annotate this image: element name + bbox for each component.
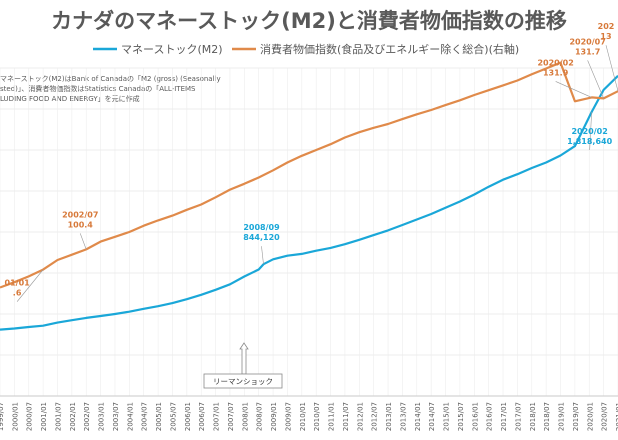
series-line-m2	[0, 75, 618, 331]
annotation-label: 844,120	[243, 233, 280, 242]
x-tick-label: 2016/01	[471, 402, 479, 431]
annotation-label: 13	[600, 32, 611, 41]
legend: マネーストック(M2) 消費者物価指数(食品及びエネルギー除く総合)(右軸)	[93, 42, 519, 56]
x-tick-label: 2000/07	[26, 402, 34, 431]
x-tick-label: 2021/01	[615, 402, 618, 431]
x-tick-label: 2001/01	[40, 402, 48, 431]
annotation-label: .6	[13, 289, 22, 298]
annotation-label: 2020/02	[537, 58, 573, 67]
annotation-leader	[555, 81, 592, 98]
x-tick-label: 2010/01	[299, 402, 307, 431]
x-tick-label: 2001/07	[54, 402, 62, 431]
x-tick-label: 2010/07	[313, 402, 321, 431]
x-tick-label: 2002/01	[69, 402, 77, 431]
legend-label-m2: マネーストック(M2)	[121, 43, 223, 56]
annotation-leader	[605, 45, 618, 92]
annotation-label: 2020/07	[569, 37, 605, 46]
x-tick-label: 2014/01	[414, 402, 422, 431]
x-tick-label: 2003/01	[98, 402, 106, 431]
x-tick-label: 2018/07	[543, 402, 551, 431]
series-line-cpi	[0, 61, 618, 289]
annotation-label: 100.4	[68, 220, 94, 229]
x-tick-label: 2011/01	[328, 402, 336, 431]
annotation-label: 2020/02	[571, 127, 607, 136]
x-tick-label: 2009/07	[284, 402, 292, 431]
series-lines	[0, 61, 618, 331]
x-tick-label: 2018/01	[529, 402, 537, 431]
chart-title: カナダのマネーストック(M2)と消費者物価指数の推移	[51, 9, 567, 33]
x-tick-label: 2007/01	[213, 402, 221, 431]
x-tick-label: 2019/01	[558, 402, 566, 431]
x-tick-label: 2000/01	[11, 402, 19, 431]
x-tick-label: 2017/07	[514, 402, 522, 431]
x-tick-label: 2006/07	[198, 402, 206, 431]
callout-box	[203, 373, 283, 389]
annotation-label: 202	[598, 22, 615, 31]
source-note: マネーストック(M2)はBank of Canadaの「M2 (gross) (…	[0, 75, 221, 103]
x-tick-label: 2011/07	[342, 402, 350, 431]
annotation-leader	[79, 233, 87, 250]
x-tick-label: 2012/07	[371, 402, 379, 431]
note-line-3: LUDING FOOD AND ENERGY」を元に作成	[0, 94, 140, 103]
callout-label: リーマンショック	[213, 377, 273, 386]
x-tick-label: 2005/01	[155, 402, 163, 431]
annotation-label: 2002/07	[62, 210, 98, 219]
annotation-leader	[261, 246, 264, 265]
grid	[0, 67, 618, 397]
x-tick-label: 2004/01	[126, 402, 134, 431]
x-tick-label: 2012/01	[356, 402, 364, 431]
x-tick-label: 2007/07	[227, 402, 235, 431]
x-tick-label: 2014/07	[428, 402, 436, 431]
note-line-1: マネーストック(M2)はBank of Canadaの「M2 (gross) (…	[0, 75, 221, 83]
legend-label-cpi: 消費者物価指数(食品及びエネルギー除く総合)(右軸)	[260, 42, 519, 56]
x-tick-label: 2006/01	[184, 402, 192, 431]
x-tick-label: 2017/01	[500, 402, 508, 431]
x-tick-label: 2016/07	[486, 402, 494, 431]
x-tick-label: 1999/07	[0, 402, 5, 431]
x-tick-label: 2020/07	[601, 402, 609, 431]
lehman-callout: リーマンショック	[203, 342, 283, 389]
x-tick-label: 2009/01	[270, 402, 278, 431]
annotation-label: 2008/09	[243, 223, 280, 232]
x-tick-label: 2002/07	[83, 402, 91, 431]
x-tick-label: 2008/07	[256, 402, 264, 431]
x-tick-label: 2019/07	[572, 402, 580, 431]
x-tick-label: 2008/01	[241, 402, 249, 431]
annotation-leader	[589, 111, 592, 150]
x-tick-label: 2015/07	[457, 402, 465, 431]
annotation-label: 131.9	[543, 68, 569, 77]
x-tick-label: 2003/07	[112, 402, 120, 431]
x-tick-label: 2004/07	[141, 402, 149, 431]
annotation-label: 131.7	[575, 47, 600, 56]
x-tick-label: 2013/01	[385, 402, 393, 431]
x-tick-label: 2020/01	[586, 402, 594, 431]
annotation-leader	[16, 269, 44, 302]
annotation-label: 01/01	[5, 279, 31, 288]
annotations: 2008/09844,1202020/021,818,6402002/07100…	[5, 22, 618, 302]
x-tick-label: 2015/01	[443, 402, 451, 431]
note-line-2: sted)」、消費者物価指数はStatistics Canadaの「ALL-IT…	[0, 84, 196, 93]
annotation-leader	[587, 60, 604, 99]
annotation-label: 1,818,640	[567, 137, 612, 146]
x-tick-labels: 1999/07 2000/01 2000/07 2001/01 2001/07 2002/…	[0, 402, 618, 431]
callout-arrow	[239, 342, 249, 375]
x-tick-label: 2005/07	[169, 402, 177, 431]
x-tick-label: 2013/07	[399, 402, 407, 431]
